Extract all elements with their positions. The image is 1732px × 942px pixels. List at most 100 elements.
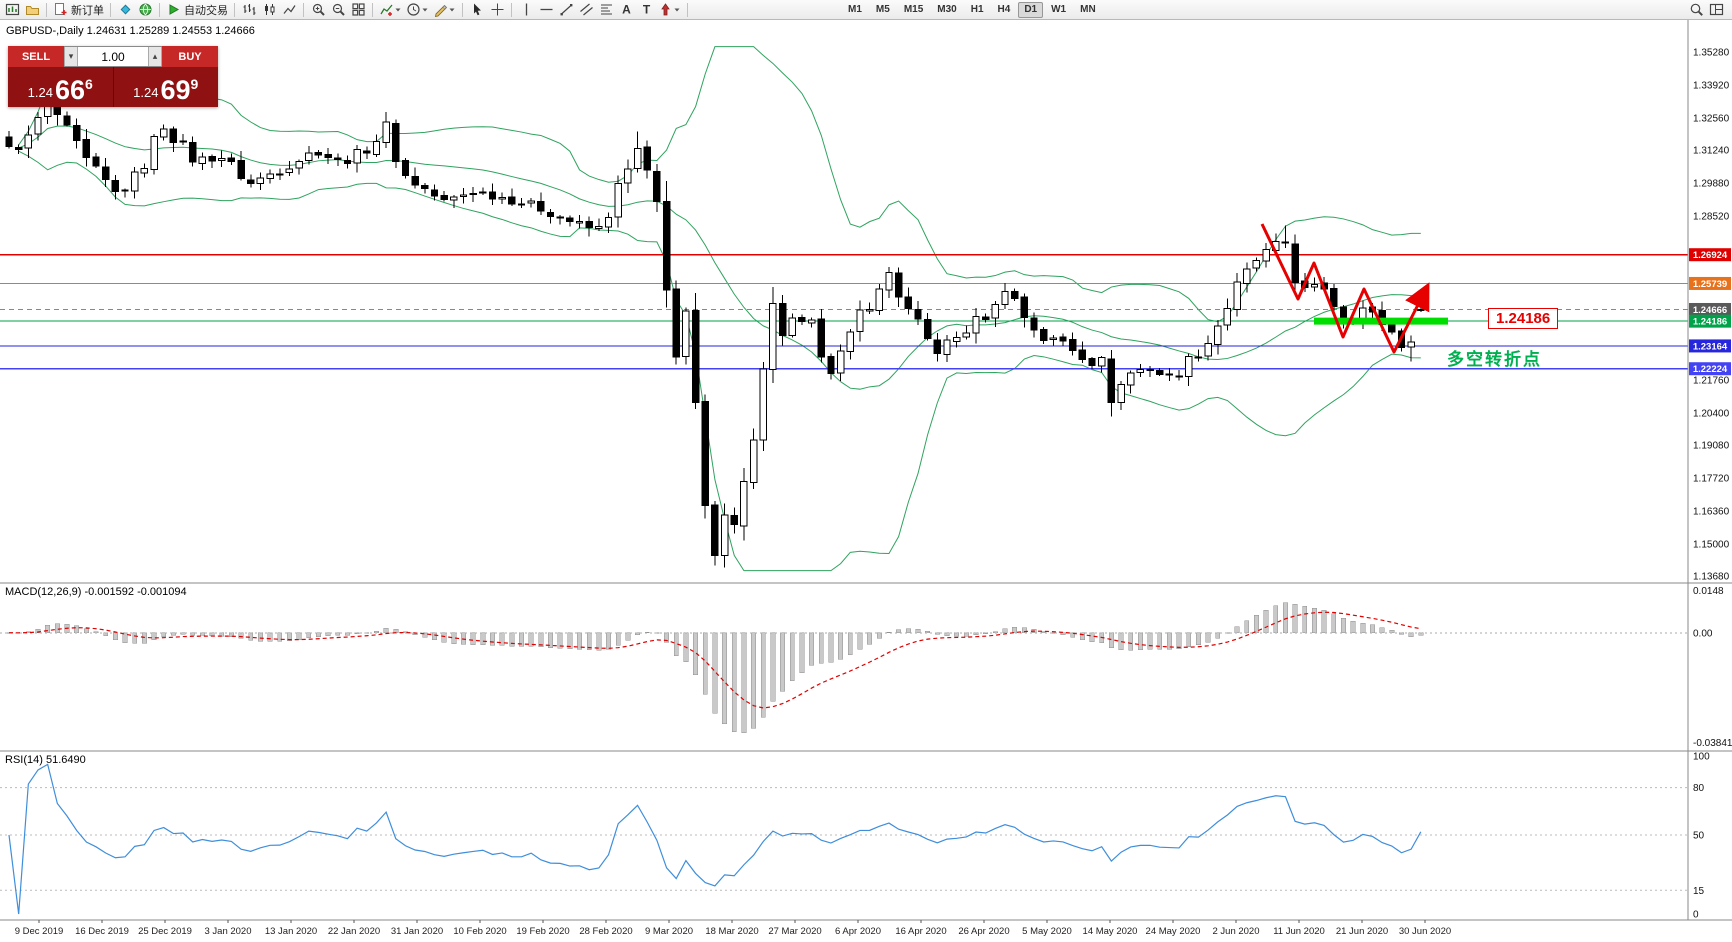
- zoom-in-icon[interactable]: [308, 1, 328, 19]
- svg-text:11 Jun 2020: 11 Jun 2020: [1273, 926, 1325, 937]
- bar-chart-icon[interactable]: [239, 1, 259, 19]
- svg-text:1.33920: 1.33920: [1693, 80, 1730, 91]
- text-label-icon[interactable]: T: [636, 1, 656, 19]
- svg-text:1.26924: 1.26924: [1693, 250, 1728, 261]
- fibonacci-icon[interactable]: [596, 1, 616, 19]
- toolbar-separator: [110, 2, 111, 17]
- line-chart-icon[interactable]: [279, 1, 299, 19]
- timeframe-m5[interactable]: M5: [875, 4, 890, 15]
- svg-text:9 Dec 2019: 9 Dec 2019: [15, 926, 64, 937]
- svg-text:31 Jan 2020: 31 Jan 2020: [391, 926, 443, 937]
- ask-pip-digit: 9: [190, 76, 199, 92]
- tile-windows-icon[interactable]: [348, 1, 368, 19]
- horizontal-line-icon[interactable]: [536, 1, 556, 19]
- svg-text:1.17720: 1.17720: [1693, 473, 1730, 484]
- lot-size-control: ▾ 1.00 ▴: [64, 46, 162, 67]
- macd-signal-line: [8, 611, 1421, 709]
- rsi-label: RSI(14) 51.6490: [5, 754, 86, 766]
- candlestick-chart-icon[interactable]: [259, 1, 279, 19]
- toolbar-separator: [303, 2, 304, 17]
- trendline-icon[interactable]: [556, 1, 576, 19]
- trade-panel-prices: 1.24 66 6 1.24 69 9: [8, 67, 218, 107]
- svg-text:14 May 2020: 14 May 2020: [1083, 926, 1138, 937]
- ask-big-digits: 69: [160, 75, 191, 105]
- lot-size-input[interactable]: 1.00: [101, 49, 125, 64]
- date-axis: 9 Dec 2019 16 Dec 2019 25 Dec 2019 3 Jan 20…: [15, 920, 1451, 937]
- search-icon[interactable]: [1686, 1, 1706, 19]
- timeframe-h1[interactable]: H1: [970, 4, 984, 15]
- timeframe-mn[interactable]: MN: [1080, 4, 1096, 15]
- svg-text:0.00: 0.00: [1693, 628, 1713, 639]
- market-watch-icon[interactable]: [115, 1, 135, 19]
- svg-text:0.0148: 0.0148: [1693, 586, 1724, 597]
- svg-text:25 Dec 2019: 25 Dec 2019: [138, 926, 192, 937]
- rsi-axis: 100 80 50 15 0: [1693, 752, 1710, 921]
- zigzag-annotation[interactable]: [1260, 223, 1430, 354]
- text-icon[interactable]: A: [616, 1, 636, 19]
- svg-text:1.16360: 1.16360: [1693, 506, 1730, 517]
- channel-icon[interactable]: [576, 1, 596, 19]
- price-axis: 1.35280 1.33920 1.32560 1.31240 1.29880 1.285…: [1689, 48, 1731, 583]
- bid-big-digits: 66: [54, 75, 86, 105]
- arrows-icon[interactable]: [656, 1, 683, 19]
- toolbar-separator: [372, 2, 373, 17]
- svg-text:1.28520: 1.28520: [1693, 211, 1730, 222]
- profiles-icon[interactable]: [22, 1, 42, 19]
- indicators-button[interactable]: [377, 1, 404, 19]
- timeframe-m15[interactable]: M15: [903, 4, 924, 15]
- templates-button[interactable]: [431, 1, 458, 19]
- timeframe-d1[interactable]: D1: [1018, 1, 1044, 18]
- chart-ohlc-title: GBPUSD-,Daily 1.24631 1.25289 1.24553 1.…: [6, 25, 255, 37]
- autotrading-button[interactable]: 自动交易: [164, 1, 230, 19]
- lot-decrease-button[interactable]: ▾: [64, 47, 78, 66]
- svg-text:6 Apr 2020: 6 Apr 2020: [835, 926, 881, 937]
- toolbar: 新订单 自动交易 A T M1 M5 M15 M30 H1 H4 D1 W1 MN: [0, 0, 1732, 20]
- vertical-line-icon[interactable]: [516, 1, 536, 19]
- toolbar-separator: [234, 2, 235, 17]
- timeframe-m30[interactable]: M30: [937, 4, 957, 15]
- zoom-out-icon[interactable]: [328, 1, 348, 19]
- macd-axis: 0.0148 0.00 -0.038415: [1693, 586, 1732, 749]
- sell-button[interactable]: SELL: [8, 46, 64, 67]
- svg-text:1.21760: 1.21760: [1693, 375, 1730, 386]
- macd-label: MACD(12,26,9) -0.001592 -0.001094: [5, 586, 187, 598]
- svg-text:0: 0: [1693, 910, 1699, 921]
- svg-text:3 Jan 2020: 3 Jan 2020: [204, 926, 251, 937]
- buy-price-button[interactable]: 1.24 69 9: [114, 67, 219, 107]
- price-level-label[interactable]: 1.24186: [1488, 308, 1559, 329]
- community-icon[interactable]: [135, 1, 155, 19]
- svg-text:A: A: [622, 3, 631, 17]
- bollinger-bands: [18, 46, 1421, 572]
- cursor-icon[interactable]: [467, 1, 487, 19]
- svg-text:5 May 2020: 5 May 2020: [1022, 926, 1072, 937]
- pivot-annotation[interactable]: 多空转折点: [1447, 350, 1542, 369]
- toolbar-separator: [687, 2, 688, 17]
- periods-button[interactable]: [404, 1, 431, 19]
- new-chart-icon[interactable]: [2, 1, 22, 19]
- toolbar-separator: [511, 2, 512, 17]
- timeframe-w1[interactable]: W1: [1051, 4, 1067, 15]
- svg-text:1.15000: 1.15000: [1693, 539, 1730, 550]
- window-layout-icon[interactable]: [1706, 1, 1726, 19]
- svg-text:1.13680: 1.13680: [1693, 572, 1730, 583]
- svg-text:T: T: [642, 3, 650, 17]
- candles: [5, 55, 1425, 568]
- crosshair-icon[interactable]: [487, 1, 507, 19]
- svg-text:18 Mar 2020: 18 Mar 2020: [705, 926, 758, 937]
- new-order-button[interactable]: 新订单: [51, 1, 106, 19]
- lot-increase-button[interactable]: ▴: [148, 47, 162, 66]
- svg-text:15: 15: [1693, 886, 1705, 897]
- macd-histogram: [0, 602, 1688, 733]
- timeframe-h4[interactable]: H4: [997, 4, 1011, 15]
- sell-price-button[interactable]: 1.24 66 6: [8, 67, 113, 107]
- buy-button[interactable]: BUY: [162, 46, 218, 67]
- ask-prefix: 1.24: [133, 85, 159, 100]
- svg-text:1.22224: 1.22224: [1693, 364, 1728, 375]
- svg-text:28 Feb 2020: 28 Feb 2020: [579, 926, 632, 937]
- timeframe-m1[interactable]: M1: [848, 4, 862, 15]
- svg-text:1.19080: 1.19080: [1693, 441, 1730, 452]
- one-click-trading-panel: SELL ▾ 1.00 ▴ BUY 1.24 66 6 1.24 69 9: [8, 46, 218, 107]
- svg-text:1.20400: 1.20400: [1693, 408, 1730, 419]
